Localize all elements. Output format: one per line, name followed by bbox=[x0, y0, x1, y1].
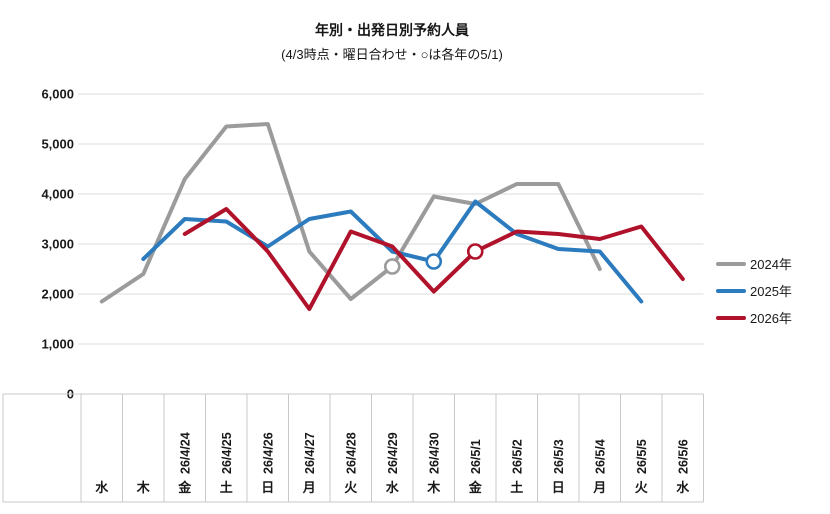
x-axis-weekday-label: 木 bbox=[426, 480, 441, 495]
x-axis-date-label: 26/5/6 bbox=[676, 439, 690, 474]
x-axis-date-label: 26/5/4 bbox=[593, 439, 607, 474]
series-line-2025年 bbox=[141, 199, 644, 304]
y-axis-label: 1,000 bbox=[41, 337, 74, 352]
x-axis-date-label: 26/5/3 bbox=[552, 439, 566, 474]
x-axis-date-label: 26/4/26 bbox=[261, 432, 275, 474]
y-axis-label: 6,000 bbox=[41, 87, 74, 102]
x-axis-weekday-label: 水 bbox=[95, 480, 109, 495]
x-axis-date-label: 26/4/29 bbox=[386, 432, 400, 474]
x-axis-date-label: 26/4/25 bbox=[220, 432, 234, 474]
x-axis-weekday-label: 金 bbox=[177, 480, 192, 495]
x-axis-weekday-label: 土 bbox=[510, 480, 523, 495]
x-axis-weekday-label: 月 bbox=[592, 480, 606, 495]
x-axis-date-label: 26/5/1 bbox=[469, 439, 483, 474]
series-line-2024年 bbox=[99, 122, 602, 304]
x-axis-weekday-label: 木 bbox=[136, 480, 151, 495]
legend: 2024年 2025年 2026年 bbox=[716, 250, 792, 331]
x-axis-weekday-label: 月 bbox=[302, 480, 316, 495]
x-axis-weekday-label: 日 bbox=[552, 480, 565, 495]
may1-marker-2025年 bbox=[425, 253, 443, 270]
legend-label-2025: 2025年 bbox=[750, 284, 792, 299]
x-axis-date-label: 26/4/24 bbox=[178, 432, 192, 474]
legend-item-2026: 2026年 bbox=[716, 304, 792, 331]
x-axis-weekday-label: 火 bbox=[635, 480, 649, 495]
y-axis-label: 4,000 bbox=[41, 187, 74, 202]
chart-subtitle: (4/3時点・曜日合わせ・○は各年の5/1) bbox=[281, 47, 503, 62]
x-axis-weekday-label: 火 bbox=[344, 480, 358, 495]
x-axis-weekday-label: 水 bbox=[676, 480, 690, 495]
x-axis-weekday-label: 金 bbox=[468, 480, 483, 495]
x-axis-date-label: 26/4/27 bbox=[303, 432, 317, 474]
chart-title: 年別・出発日別予約人員 bbox=[315, 22, 469, 38]
x-axis-weekday-label: 土 bbox=[220, 480, 233, 495]
legend-item-2025: 2025年 bbox=[716, 277, 792, 304]
may1-marker-2024年 bbox=[383, 258, 401, 275]
y-axis-label: 3,000 bbox=[41, 237, 74, 252]
x-axis-date-label: 26/5/5 bbox=[635, 439, 649, 474]
legend-item-2024: 2024年 bbox=[716, 250, 792, 277]
legend-line-swatch-2026 bbox=[716, 315, 746, 320]
x-axis-date-label: 26/4/28 bbox=[344, 432, 358, 474]
may1-marker-2026年 bbox=[466, 243, 484, 260]
x-axis-date-label: 26/4/30 bbox=[427, 432, 441, 474]
series-line-2026年 bbox=[182, 207, 685, 311]
legend-line-swatch-2024 bbox=[716, 261, 746, 266]
legend-line-swatch-2025 bbox=[716, 288, 746, 293]
y-axis-label: 5,000 bbox=[41, 137, 74, 152]
x-axis-weekday-label: 日 bbox=[261, 480, 274, 495]
legend-label-2026: 2026年 bbox=[750, 311, 792, 326]
y-axis-label: 2,000 bbox=[41, 287, 74, 302]
legend-label-2024: 2024年 bbox=[750, 257, 792, 272]
x-axis-weekday-label: 水 bbox=[386, 480, 400, 495]
x-axis-date-label: 26/5/2 bbox=[510, 439, 524, 474]
